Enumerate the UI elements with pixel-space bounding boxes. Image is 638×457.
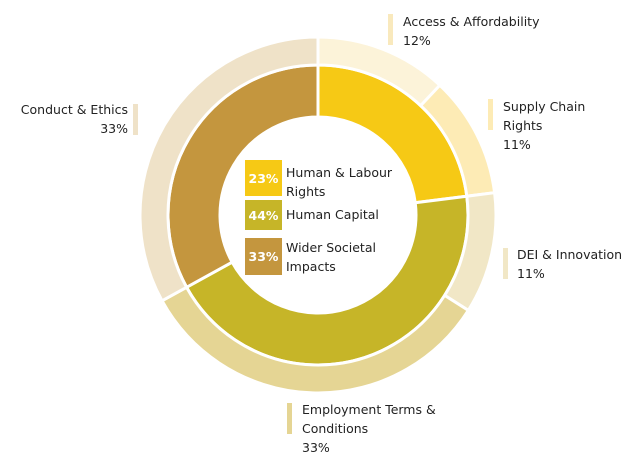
legend-label: Wider Societal Impacts [286, 240, 376, 274]
legend-label: Human Capital [286, 207, 379, 222]
legend-swatch: 33% [245, 238, 282, 275]
segment-label: Access & Affordability 12% [403, 12, 573, 50]
value-label: 12% [403, 33, 431, 48]
donut-segment [138, 35, 320, 303]
category-label: Conduct & Ethics [20, 102, 128, 117]
label-marker [287, 403, 292, 434]
value-label: 11% [517, 266, 545, 281]
label-marker [133, 104, 138, 135]
value-label: 33% [302, 440, 330, 455]
legend-swatch: 23% [245, 160, 282, 196]
segment-label: DEI & Innovation 11% [517, 245, 637, 283]
category-label: Access & Affordability [403, 14, 540, 29]
segment-label: Conduct & Ethics 33% [0, 100, 128, 138]
value-label: 33% [100, 121, 128, 136]
category-label: Employment Terms & Conditions [302, 402, 436, 436]
segment-label: Supply Chain Rights 11% [503, 97, 598, 154]
value-label: 11% [503, 137, 531, 152]
label-marker [488, 99, 493, 130]
label-marker [388, 14, 393, 45]
category-label: DEI & Innovation [517, 247, 623, 262]
legend-swatch: 44% [245, 200, 282, 230]
legend-label: Human & Labour Rights [286, 165, 393, 199]
category-label: Supply Chain Rights [503, 99, 586, 133]
label-marker [503, 248, 508, 279]
segment-label: Employment Terms & Conditions 33% [302, 400, 442, 457]
